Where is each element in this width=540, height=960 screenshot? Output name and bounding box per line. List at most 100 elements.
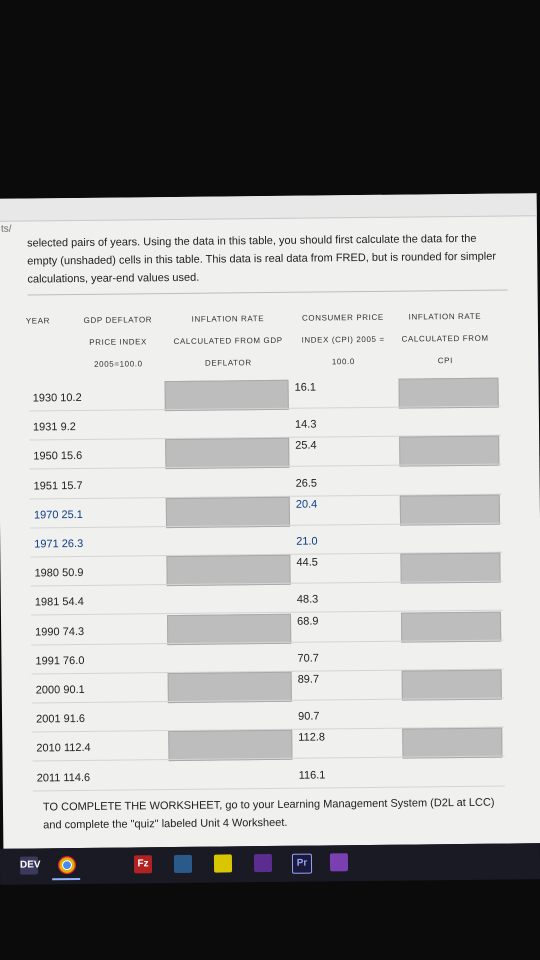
column-header: 2005=100.0 — [94, 359, 143, 369]
gdp-deflator-value: 26.3 — [61, 537, 84, 551]
taskbar-app-label: Fz — [137, 858, 149, 870]
column-header: 100.0 — [331, 357, 355, 367]
cpi-value: 21.0 — [296, 535, 318, 548]
shaded-cell — [400, 611, 502, 643]
intro-paragraph: selected pairs of years. Using the data … — [27, 232, 497, 286]
column-header: INFLATION RATE — [191, 314, 265, 324]
gdp-deflator-value: 15.6 — [60, 450, 83, 463]
column-header: CPI — [437, 356, 453, 366]
gdp-deflator-value: 90.1 — [63, 683, 85, 697]
year-value: 1951 — [33, 479, 59, 493]
shaded-cell — [167, 671, 292, 704]
cpi-value: 44.5 — [296, 556, 318, 569]
cpi-value: 26.5 — [295, 477, 318, 490]
column-header: YEAR — [25, 316, 51, 326]
column-header: CONSUMER PRICE — [301, 312, 384, 323]
year-value: 2000 — [35, 684, 61, 697]
year-gdp-cell: 1950 15.6 — [33, 450, 82, 463]
gdp-deflator-value: 91.6 — [63, 713, 86, 726]
cpi-value: 20.4 — [295, 498, 318, 511]
filezilla-icon[interactable]: Fz — [133, 855, 153, 874]
shaded-cell — [400, 552, 501, 584]
shaded-cell — [168, 730, 293, 762]
year-gdp-cell: 1951 15.7 — [34, 480, 83, 493]
shaded-cell — [399, 435, 500, 468]
divider — [27, 289, 508, 296]
year-value: 1930 — [32, 392, 58, 405]
shaded-cell — [398, 377, 499, 409]
cpi-value: 14.3 — [294, 418, 317, 431]
year-value: 1981 — [34, 596, 60, 609]
column-header: CALCULATED FROM — [401, 333, 489, 344]
column-header: GDP DEFLATOR — [83, 315, 153, 325]
gdp-deflator-value: 15.7 — [61, 479, 83, 492]
year-value: 2001 — [36, 713, 61, 726]
cpi-value: 68.9 — [296, 615, 319, 628]
year-gdp-cell: 1991 76.0 — [35, 655, 84, 668]
taskbar: DEV Fz Pr — [0, 843, 540, 885]
year-value: 1990 — [35, 625, 60, 639]
visual-studio-icon[interactable] — [253, 853, 273, 873]
active-app-indicator — [52, 877, 81, 881]
year-gdp-cell: 1930 10.2 — [33, 392, 82, 405]
shaded-cell — [165, 496, 291, 528]
year-value: 1971 — [34, 538, 59, 551]
dev-tools-icon[interactable]: DEV — [19, 856, 41, 875]
year-value: 2010 — [36, 742, 61, 755]
column-header: INDEX (CPI) 2005 = — [301, 334, 385, 345]
url-fragment: ts/ — [0, 223, 12, 235]
year-gdp-cell: 1981 54.4 — [35, 596, 84, 609]
cpi-value: 70.7 — [297, 652, 319, 665]
notes-icon[interactable] — [213, 854, 233, 873]
year-gdp-cell: 1980 50.9 — [34, 567, 83, 580]
gdp-deflator-value: 114.6 — [63, 771, 91, 784]
row-divider — [32, 785, 505, 792]
year-value: 1991 — [35, 655, 61, 668]
shaded-cell — [166, 554, 291, 587]
year-gdp-cell: 1931 9.2 — [33, 421, 76, 433]
cpi-value: 89.7 — [297, 673, 320, 686]
year-gdp-cell: 2011 114.6 — [37, 771, 91, 784]
year-value: 1950 — [33, 450, 58, 463]
cpi-value: 25.4 — [295, 439, 317, 453]
cpi-value: 112.8 — [298, 731, 326, 745]
gdp-deflator-value: 10.2 — [60, 391, 82, 405]
premiere-icon[interactable]: Pr — [291, 853, 313, 874]
photos-icon[interactable] — [173, 854, 193, 874]
taskbar-app-label: Pr — [296, 857, 308, 869]
gdp-deflator-value: 54.4 — [62, 596, 84, 609]
year-gdp-cell: 2001 91.6 — [36, 713, 85, 726]
column-header: INFLATION RATE — [408, 311, 482, 322]
year-value: 2011 — [36, 771, 61, 785]
visual-studio-icon[interactable] — [329, 853, 349, 872]
year-gdp-cell: 1990 74.3 — [35, 626, 84, 639]
year-gdp-cell: 1970 25.1 — [34, 509, 83, 522]
network-icon[interactable] — [95, 855, 115, 874]
gdp-deflator-value: 9.2 — [60, 421, 76, 434]
browser-toolbar — [0, 193, 537, 222]
cpi-value: 90.7 — [297, 710, 320, 723]
shaded-cell — [399, 494, 501, 526]
year-gdp-cell: 2010 112.4 — [36, 742, 90, 755]
taskbar-app-label: DEV — [19, 859, 41, 871]
shaded-cell — [166, 613, 292, 645]
shaded-cell — [164, 379, 289, 412]
gdp-deflator-value: 112.4 — [63, 742, 91, 755]
shaded-cell — [402, 727, 503, 760]
column-header: DEFLATOR — [204, 358, 252, 368]
browser-page: ts/ selected pairs of years. Using the d… — [0, 193, 540, 849]
year-value: 1931 — [32, 421, 58, 434]
year-gdp-cell: 1971 26.3 — [34, 538, 83, 551]
gdp-deflator-value: 76.0 — [62, 654, 85, 667]
shaded-cell — [165, 438, 290, 470]
shaded-cell — [401, 669, 502, 701]
instructions-text: TO COMPLETE THE WORKSHEET, go to your Le… — [42, 796, 495, 832]
cpi-value: 116.1 — [298, 769, 326, 782]
column-header: CALCULATED FROM GDP — [173, 335, 283, 346]
chrome-icon[interactable] — [57, 856, 77, 875]
cpi-value: 48.3 — [296, 593, 319, 607]
year-value: 1980 — [34, 567, 60, 580]
gdp-deflator-value: 25.1 — [61, 508, 83, 521]
cpi-value: 16.1 — [294, 381, 317, 394]
column-header: PRICE INDEX — [89, 337, 148, 347]
